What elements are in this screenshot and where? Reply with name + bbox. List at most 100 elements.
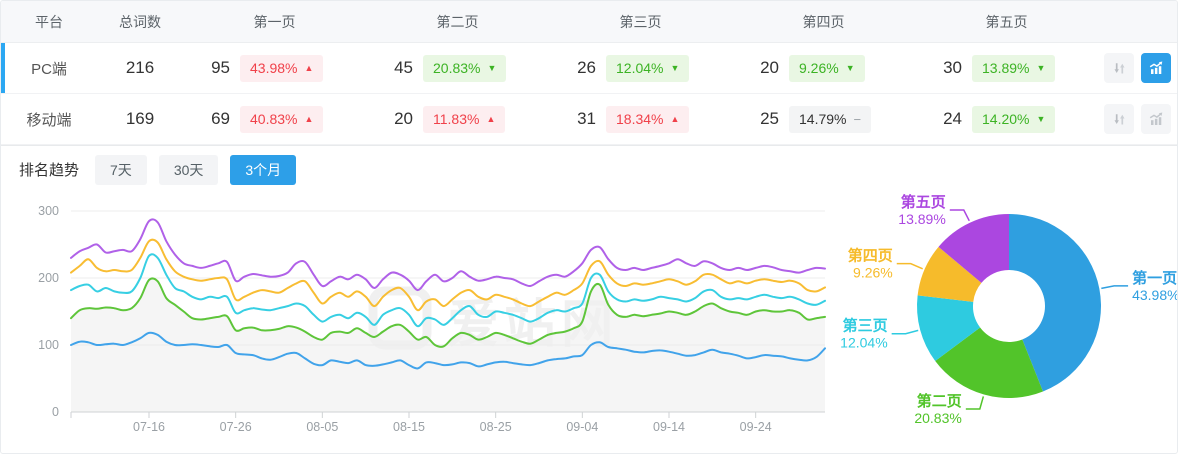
x-tick-label: 07-26 xyxy=(220,420,252,434)
trend-chart-button[interactable] xyxy=(1141,53,1171,83)
donut-leader-line xyxy=(949,209,970,222)
change-badge: 14.79% − xyxy=(789,105,872,133)
change-badge: 43.98% ▲ xyxy=(240,54,324,82)
donut-label-name: 第五页 xyxy=(901,193,946,211)
x-tick-label: 08-05 xyxy=(306,420,338,434)
trend-tab-7天[interactable]: 7天 xyxy=(95,154,147,185)
change-badge: 13.89% ▼ xyxy=(972,54,1056,82)
donut-label-name: 第三页 xyxy=(843,317,888,335)
change-badge: 20.83% ▼ xyxy=(423,54,507,82)
total-words-value: 216 xyxy=(125,58,155,77)
trend-title: 排名趋势 xyxy=(19,162,80,179)
donut-leader-line xyxy=(896,262,923,270)
change-badge: 14.20% ▼ xyxy=(972,105,1056,133)
donut-slice-第二页[interactable] xyxy=(935,327,1043,398)
rank-trend-line-chart: 爱站网 07-16 07-26 08-05 08-15 08-25 09-04 09-14 09… xyxy=(1,193,836,453)
sort-arrows-icon xyxy=(1114,62,1124,73)
donut-label-percent: 20.83% xyxy=(914,410,961,426)
change-percent: 12.04% xyxy=(616,60,664,76)
change-badge: 11.83% ▲ xyxy=(423,105,506,133)
page-count-value: 24 xyxy=(943,109,962,128)
y-tick-label: 300 xyxy=(38,204,59,218)
trend-chart-button[interactable] xyxy=(1141,104,1171,134)
donut-label-name: 第二页 xyxy=(917,392,962,410)
x-tick-label: 09-04 xyxy=(566,420,598,434)
donut-label-percent: 43.98% xyxy=(1132,287,1177,303)
total-words-value: 169 xyxy=(125,109,155,128)
table-header: 平台 总词数 第一页 第二页 第三页 第四页 第五页 xyxy=(1,1,1177,43)
arrow-down-icon: ▼ xyxy=(1036,113,1046,124)
sort-arrows-button[interactable] xyxy=(1104,104,1134,134)
page-count-value: 30 xyxy=(943,58,962,77)
donut-label-percent: 12.04% xyxy=(840,335,887,351)
trend-tab-30天[interactable]: 30天 xyxy=(158,154,219,185)
column-header: 第一页 xyxy=(253,13,296,30)
arrow-up-icon: ▲ xyxy=(670,113,680,124)
donut-slice-第四页[interactable] xyxy=(917,246,982,302)
column-header: 总词数 xyxy=(119,13,161,30)
page-change-cell: 18.34% ▲ xyxy=(596,105,732,133)
trend-toolbar: 排名趋势 7天 30天 3个月 xyxy=(1,145,1177,193)
page-change-cell: 11.83% ▲ xyxy=(413,105,549,133)
change-badge: 9.26% ▼ xyxy=(789,54,865,82)
trend-chart-icon xyxy=(1149,112,1163,125)
table-body: PC端 216 95 43.98% ▲ 45 20.83% ▼ 26 12.04% ▼ 20 9.26%… xyxy=(1,43,1177,145)
change-badge: 40.83% ▲ xyxy=(240,105,324,133)
page-change-cell: 14.20% ▼ xyxy=(962,105,1098,133)
change-badge: 12.04% ▼ xyxy=(606,54,690,82)
page-change-cell: 43.98% ▲ xyxy=(230,54,366,82)
y-tick-label: 200 xyxy=(38,271,59,285)
series-line-第五页 xyxy=(70,218,826,292)
arrow-down-icon: ▼ xyxy=(1036,62,1046,73)
arrow-down-icon: ▼ xyxy=(670,62,680,73)
charts-area: 爱站网 07-16 07-26 08-05 08-15 08-25 09-04 09-14 09… xyxy=(1,193,1177,453)
page-change-cell: 12.04% ▼ xyxy=(596,54,732,82)
change-percent: 11.83% xyxy=(433,111,480,127)
change-percent: 13.89% xyxy=(982,60,1030,76)
table-row[interactable]: 移动端 169 69 40.83% ▲ 20 11.83% ▲ 31 18.34% ▲ 25 14.79… xyxy=(1,94,1177,145)
donut-label-name: 第一页 xyxy=(1132,269,1177,287)
minus-icon: − xyxy=(853,111,862,127)
column-header: 第四页 xyxy=(802,13,845,30)
table-row[interactable]: PC端 216 95 43.98% ▲ 45 20.83% ▼ 26 12.04% ▼ 20 9.26%… xyxy=(1,43,1177,94)
series-line-第一页 xyxy=(70,331,826,370)
column-header: 平台 xyxy=(35,13,63,30)
page-count-value: 26 xyxy=(577,58,596,77)
change-percent: 9.26% xyxy=(799,60,839,76)
series-line-第二页 xyxy=(70,277,826,348)
arrow-down-icon: ▼ xyxy=(487,62,497,73)
x-tick-label: 09-14 xyxy=(653,420,685,434)
change-percent: 14.20% xyxy=(982,111,1030,127)
sort-arrows-button[interactable] xyxy=(1104,53,1134,83)
page-change-cell: 13.89% ▼ xyxy=(962,54,1098,82)
column-header: 第三页 xyxy=(619,13,662,30)
page-count-value: 20 xyxy=(394,109,413,128)
page-count-value: 69 xyxy=(211,109,230,128)
series-line-第四页 xyxy=(70,238,826,312)
trend-chart-icon xyxy=(1149,61,1163,74)
donut-label-percent: 9.26% xyxy=(853,265,893,281)
donut-label-percent: 13.89% xyxy=(898,211,945,227)
change-percent: 18.34% xyxy=(616,111,664,127)
row-actions xyxy=(1098,53,1177,83)
donut-slice-第一页[interactable] xyxy=(1009,214,1101,392)
platform-label: 移动端 xyxy=(26,111,72,129)
arrow-up-icon: ▲ xyxy=(304,62,314,73)
change-percent: 43.98% xyxy=(250,60,298,76)
y-tick-label: 0 xyxy=(52,405,59,419)
donut-slice-第三页[interactable] xyxy=(917,295,981,361)
page-count-value: 20 xyxy=(760,58,779,77)
page-share-donut-chart: 第一页 43.98% 第二页 20.83% 第三页 12.04% 第四页 9.26% 第五页 13… xyxy=(836,193,1177,453)
donut-slice-第五页[interactable] xyxy=(938,214,1009,283)
page-change-cell: 14.79% − xyxy=(779,105,915,133)
trend-tab-3个月[interactable]: 3个月 xyxy=(230,154,297,185)
column-header: 第二页 xyxy=(436,13,479,30)
page-count-value: 25 xyxy=(760,109,779,128)
page-count-value: 95 xyxy=(211,58,230,77)
column-header: 第五页 xyxy=(985,13,1028,30)
series-line-第三页 xyxy=(70,253,826,328)
page-change-cell: 40.83% ▲ xyxy=(230,105,366,133)
